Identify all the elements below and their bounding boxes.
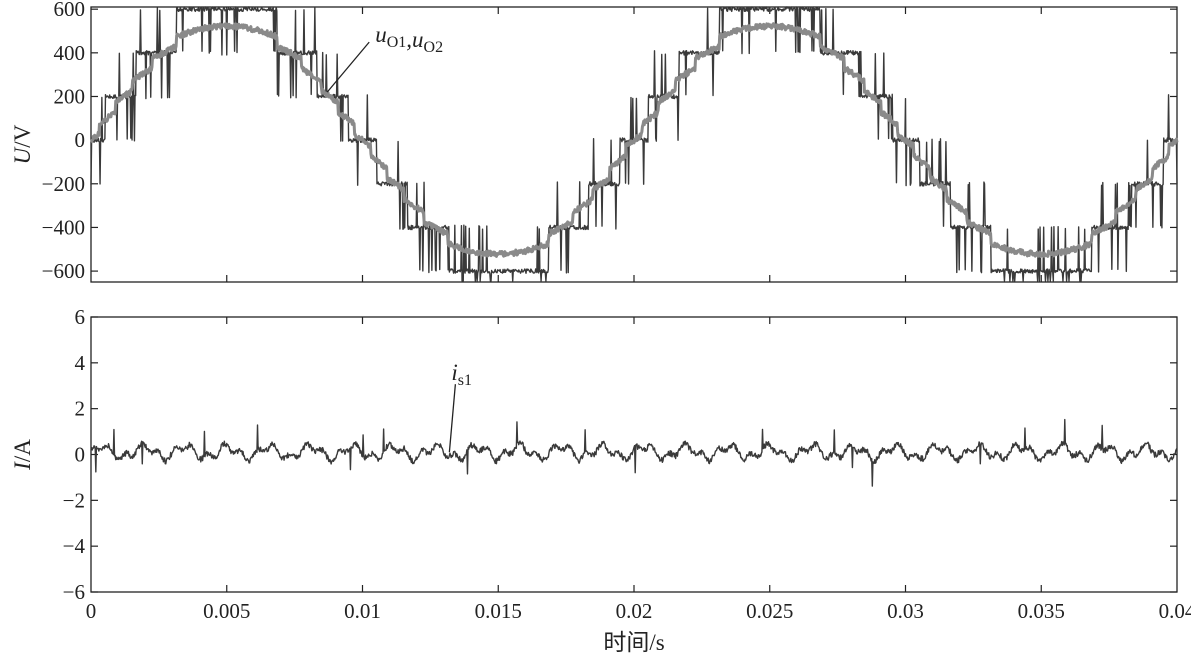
y-tick-label: 2: [75, 397, 86, 421]
series-is1: [90, 418, 1178, 487]
x-tick-label: 0.025: [746, 599, 793, 623]
y-tick-label: −2: [63, 488, 85, 512]
y-tick-label: −4: [63, 534, 86, 558]
x-tick-label: 0.01: [344, 599, 381, 623]
y-tick-label: −6: [63, 580, 85, 604]
y-axis-label: U/V: [10, 124, 35, 164]
y-tick-label: 0: [75, 443, 86, 467]
y-axis-label: I/A: [10, 439, 35, 471]
x-tick-label: 0.015: [475, 599, 522, 623]
y-tick-label: 200: [54, 84, 86, 108]
annotation-leader: [326, 41, 370, 93]
annotation-leader: [448, 384, 457, 453]
series-uO2: [90, 22, 1179, 258]
y-tick-label: 4: [75, 351, 86, 375]
plot-frame: [90, 6, 1178, 283]
x-tick-label: 0.04: [1159, 599, 1191, 623]
x-tick-label: 0.035: [1018, 599, 1065, 623]
x-tick-label: 0.005: [203, 599, 250, 623]
y-tick-label: −400: [42, 215, 85, 239]
y-tick-label: 6: [75, 305, 86, 329]
y-tick-label: −600: [42, 259, 85, 283]
y-tick-label: 400: [54, 41, 86, 65]
y-tick-label: 600: [54, 0, 86, 21]
series-annotation: uO1,uO2: [375, 22, 443, 56]
x-tick-label: 0: [86, 599, 97, 623]
series-annotation: is1: [451, 360, 472, 389]
voltage-panel: −600 −400 −200 0 200 400 600 U/V uO1,uO2: [10, 0, 1179, 283]
x-tick-label: 0.02: [616, 599, 653, 623]
x-axis-label: 时间/s: [603, 630, 664, 655]
y-tick-label: −200: [42, 172, 85, 196]
x-tick-label: 0.03: [887, 599, 924, 623]
current-panel: −6 −4 −2 0 2 4 6 0 0.005 0.01 0.015 0.02 0.025 0.03 0.…: [10, 305, 1191, 655]
y-tick-label: 0: [75, 128, 86, 152]
